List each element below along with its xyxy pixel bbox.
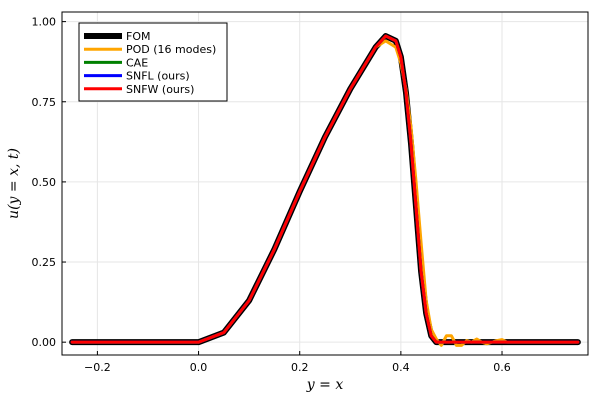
x-axis-label: y = x [306, 377, 344, 393]
plot-frame [61, 11, 589, 356]
x-tick-label: 0.4 [392, 361, 410, 374]
y-tick-label: 0.50 [32, 176, 57, 189]
legend-label: CAE [126, 56, 148, 69]
x-tick-label: 0.0 [190, 361, 208, 374]
legend-label: FOM [126, 30, 150, 43]
y-tick-label: 0.25 [32, 256, 57, 269]
x-tick-label: −0.2 [84, 361, 111, 374]
x-tick-label: 0.2 [291, 361, 309, 374]
ticks: −0.2 0.0 0.2 0.4 0.6 0.00 0.25 0.50 0.75 1.00 [32, 16, 511, 374]
y-tick-label: 0.00 [32, 336, 57, 349]
series-line-snfw-ours [70, 34, 580, 344]
legend-label: SNFW (ours) [126, 83, 194, 96]
legend-label: SNFL (ours) [126, 70, 190, 83]
y-tick-label: 0.75 [32, 96, 57, 109]
x-tick-label: 0.6 [493, 361, 511, 374]
legend-label: POD (16 modes) [126, 43, 216, 56]
y-axis-label: u(y = x, t) [6, 148, 22, 219]
y-tick-label: 1.00 [32, 16, 57, 29]
series-layer [69, 33, 581, 347]
